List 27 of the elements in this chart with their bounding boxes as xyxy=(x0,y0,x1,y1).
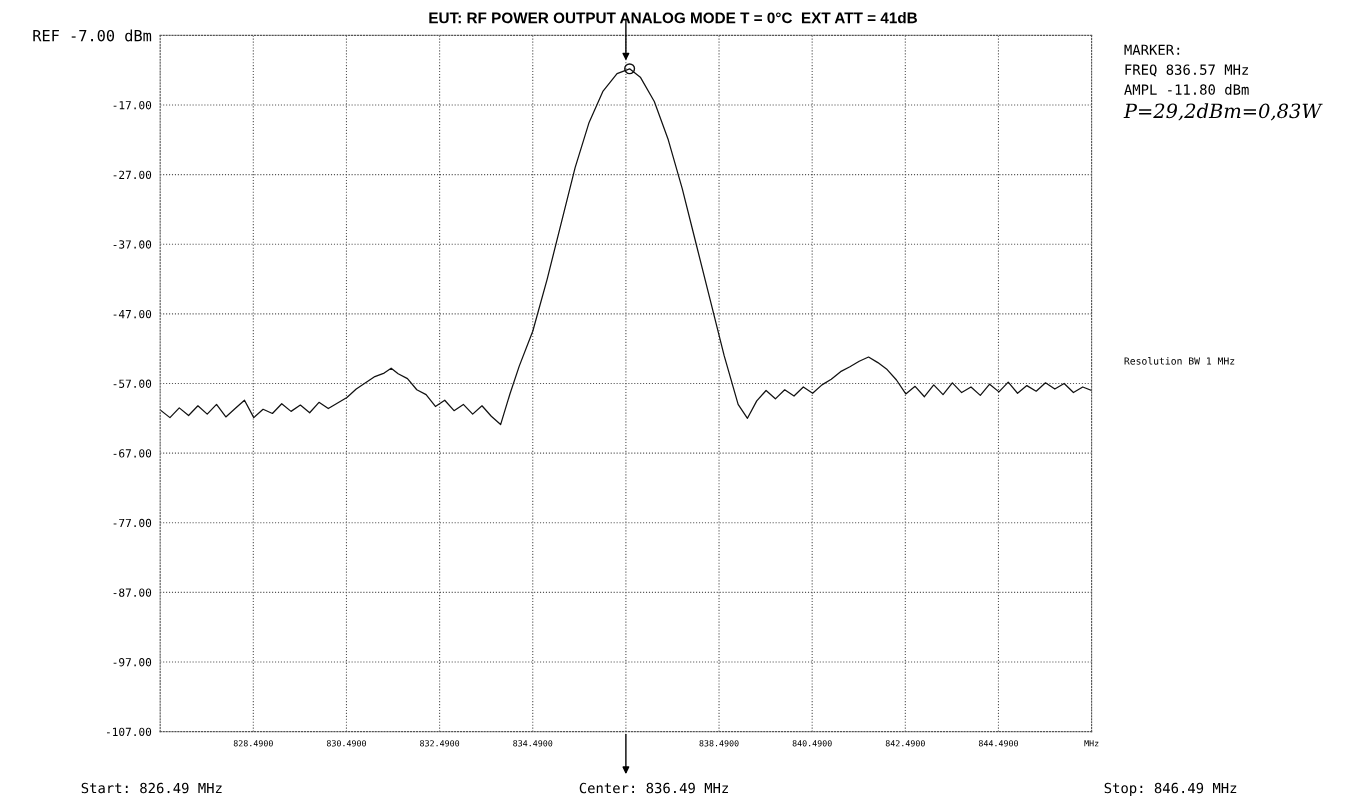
y-tick-label: -77.00 xyxy=(113,518,152,528)
y-tick-label: -87.00 xyxy=(113,588,152,597)
y-tick-label: -97.00 xyxy=(113,658,152,667)
x-tick-label: 838.4900 xyxy=(699,740,739,747)
y-tick-label: -17.00 xyxy=(113,101,152,110)
text: MARKER: FREQ 836.57 MHz AMPL -11.80 dBm xyxy=(1124,44,1249,95)
chart-title: EUT: RF POWER OUTPUT ANALOG MODE T = 0°C EXT ATT = 41dB xyxy=(429,12,917,24)
y-tick-label: -107.00 xyxy=(106,727,152,737)
x-tick-label: 840.4900 xyxy=(792,740,832,747)
y-tick-label: -47.00 xyxy=(113,309,152,319)
x-tick-label: 832.4900 xyxy=(420,740,460,747)
x-tick-label: 830.4900 xyxy=(326,740,366,747)
y-tick-label: -27.00 xyxy=(113,170,152,180)
y-tick-label: -57.00 xyxy=(113,379,152,388)
text: Center: 836.49 MHz xyxy=(579,782,728,794)
text: P=29,2dBm=0,83W xyxy=(1123,103,1323,121)
text: Resolution BW 1 MHz xyxy=(1124,357,1235,365)
y-tick-label: -67.00 xyxy=(113,449,152,458)
x-tick-label: 842.4900 xyxy=(885,740,925,747)
x-tick-label: 834.4900 xyxy=(513,740,553,747)
x-tick-label: MHz xyxy=(1084,740,1099,747)
x-tick-label: 828.4900 xyxy=(233,740,273,747)
y-tick-label: REF -7.00 dBm xyxy=(33,29,152,42)
text: Stop: 846.49 MHz xyxy=(1104,782,1237,796)
y-tick-label: -37.00 xyxy=(113,240,152,249)
x-tick-label: 844.4900 xyxy=(978,740,1018,747)
text: Start: 826.49 MHz xyxy=(81,782,222,794)
